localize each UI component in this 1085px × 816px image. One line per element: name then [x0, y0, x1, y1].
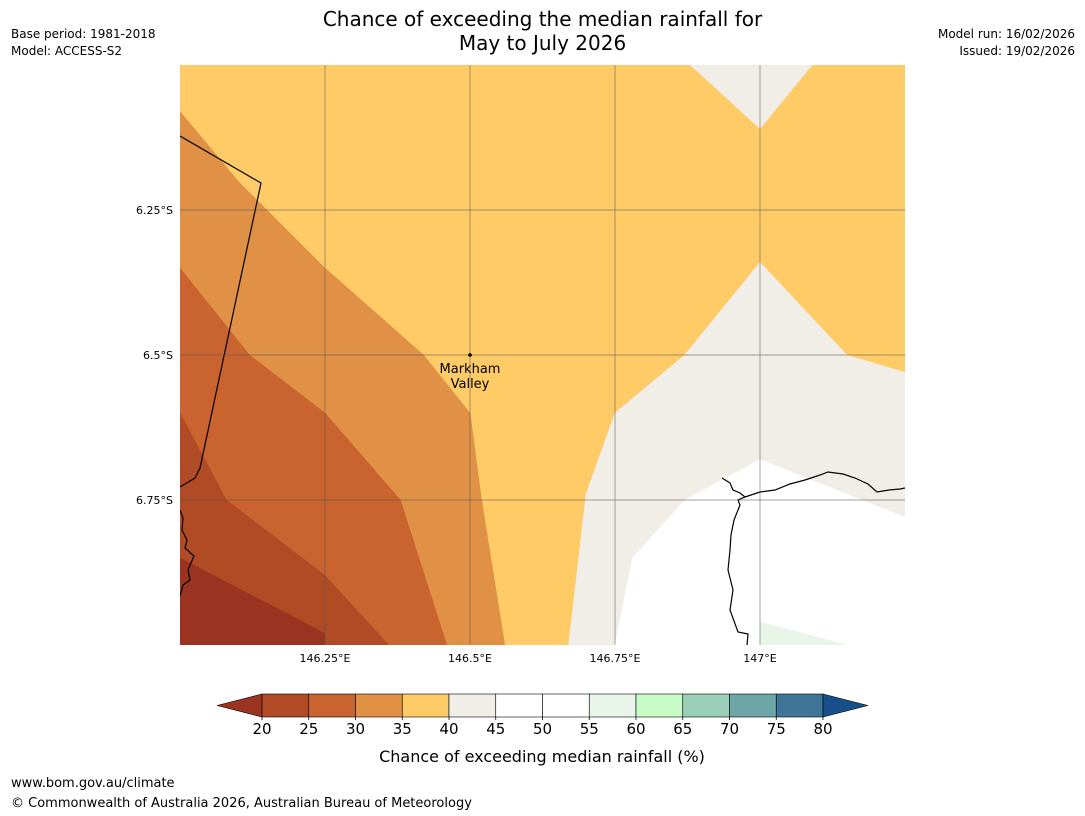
colorbar-tick-label: 40 [439, 720, 458, 738]
colorbar-bin-35-40 [401, 693, 450, 718]
rainfall-region-40-45 [690, 65, 813, 130]
gridlines [180, 65, 905, 645]
model-text: Model: ACCESS-S2 [11, 44, 123, 58]
colorbar-bin-60-65 [635, 693, 684, 718]
location-name-line2: Valley [451, 377, 490, 392]
coastlines [180, 135, 905, 645]
coastline-west [180, 509, 195, 597]
metadata-left: Base period: 1981-2018 Model: ACCESS-S2 [11, 26, 156, 60]
colorbar-tick-label: 50 [533, 720, 552, 738]
issued-text: Issued: 19/02/2026 [959, 44, 1075, 58]
x-tick-label: 147°E [743, 652, 776, 665]
colorbar-tick-label: 25 [299, 720, 318, 738]
x-tick-label: 146.25°E [300, 652, 351, 665]
colorbar-bin-20-25 [261, 693, 310, 718]
colorbar-over-arrow [822, 693, 869, 718]
colorbar-bin-65-70 [682, 693, 730, 718]
colorbar-bin-30-35 [355, 693, 403, 718]
colorbar-tick-label: 30 [346, 720, 365, 738]
colorbar-tick-label: 60 [626, 720, 645, 738]
colorbar: 20 25 30 35 40 45 50 55 60 65 70 75 80 [216, 693, 869, 738]
colorbar-tick-label: 75 [767, 720, 786, 738]
footer-url: www.bom.gov.au/climate [11, 776, 175, 791]
coastline-northeast [744, 471, 905, 498]
colorbar-tick-label: 45 [486, 720, 505, 738]
x-tick-label: 146.75°E [590, 652, 641, 665]
y-tick-label: 6.75°S [136, 494, 173, 507]
colorbar-tick-label: 65 [673, 720, 692, 738]
colorbar-tick-label: 20 [252, 720, 271, 738]
coastline-east [721, 477, 749, 645]
rainfall-region-15-20 [180, 557, 326, 645]
footer-copyright: © Commonwealth of Australia 2026, Austra… [11, 796, 472, 811]
colorbar-under-arrow [216, 693, 263, 718]
colorbar-label: Chance of exceeding median rainfall (%) [379, 747, 705, 766]
colorbar-bin-75-80 [775, 693, 824, 718]
base-period-text: Base period: 1981-2018 [11, 27, 156, 41]
y-tick-label: 6.25°S [136, 204, 173, 217]
colorbar-bin-70-75 [729, 693, 777, 718]
footer: www.bom.gov.au/climate © Commonwealth of… [11, 774, 472, 814]
colorbar-tick-label: 55 [580, 720, 599, 738]
x-tick-label: 146.5°E [448, 652, 492, 665]
border-line [180, 135, 262, 488]
chart-title-line2: May to July 2026 [458, 31, 627, 55]
axis-labels: 146.25°E 146.5°E 146.75°E 147°E 6.25°S 6.5°S 6… [136, 204, 777, 665]
location-dot [468, 353, 472, 357]
chart-title-line1: Chance of exceeding the median rainfall … [322, 7, 763, 31]
location-name-line1: Markham [440, 362, 501, 377]
colorbar-bin-40-45 [448, 693, 497, 718]
colorbar-tick-label: 35 [393, 720, 412, 738]
colorbar-bin-50-55 [542, 693, 590, 718]
colorbar-bin-45-50 [495, 693, 543, 718]
model-run-text: Model run: 16/02/2026 [937, 27, 1075, 41]
chart-title: Chance of exceeding the median rainfall … [0, 7, 1085, 55]
metadata-right: Model run: 16/02/2026 Issued: 19/02/2026 [938, 26, 1075, 60]
colorbar-tick-label: 80 [813, 720, 832, 738]
colorbar-tick-label: 70 [720, 720, 739, 738]
colorbar-bin-55-60 [588, 693, 637, 718]
colorbar-bin-25-30 [308, 693, 356, 718]
y-tick-label: 6.5°S [143, 349, 173, 362]
